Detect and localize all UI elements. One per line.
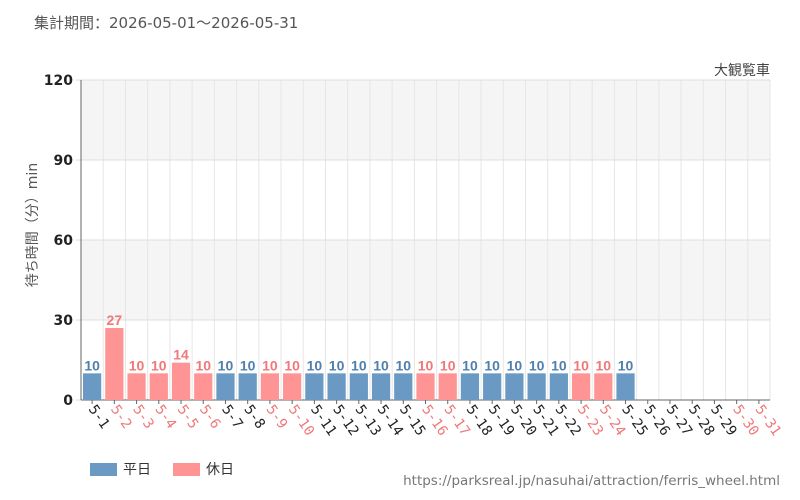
data-label: 10 — [462, 357, 478, 373]
source-url[interactable]: https://parksreal.jp/nasuhai/attraction/… — [403, 473, 780, 489]
x-tick-label: 5-1 — [85, 402, 113, 432]
plot-band — [81, 80, 770, 160]
data-label: 10 — [329, 357, 345, 373]
legend-item-weekday: 平日 — [90, 459, 151, 479]
bar — [194, 373, 213, 400]
bar — [149, 373, 168, 400]
bar — [105, 328, 124, 400]
x-tick-label: 5-3 — [129, 402, 157, 432]
data-label: 10 — [307, 357, 323, 373]
data-label: 10 — [529, 357, 545, 373]
data-label: 10 — [351, 357, 367, 373]
bar — [171, 362, 191, 400]
legend: 平日 休日 — [90, 459, 256, 479]
data-label: 10 — [573, 357, 589, 373]
y-tick-labels: 0 30 60 90 120 — [44, 73, 73, 409]
bar — [238, 373, 257, 400]
value-labels: 10 27 10 10 14 10 10 10 10 10 10 10 10 10 10 10 10 10 10 10… — [84, 312, 633, 373]
data-label: 10 — [418, 357, 434, 373]
data-label: 14 — [173, 347, 189, 363]
bar — [571, 373, 591, 400]
bar — [83, 373, 102, 400]
plot-band — [81, 240, 770, 320]
data-label: 10 — [195, 357, 211, 373]
bar — [594, 373, 613, 400]
bar — [283, 373, 302, 400]
data-label: 10 — [262, 357, 278, 373]
x-tick-label: 5-8 — [240, 402, 268, 432]
bar — [438, 373, 457, 400]
bar — [527, 373, 546, 400]
grid-lines — [76, 79, 771, 401]
y-tick-label: 90 — [54, 153, 74, 169]
x-tick-label: 5-9 — [263, 402, 291, 432]
data-label: 10 — [84, 357, 100, 373]
y-tick-label: 120 — [44, 73, 73, 89]
data-label: 10 — [284, 357, 300, 373]
bar — [305, 373, 324, 400]
data-label: 10 — [507, 357, 523, 373]
bars — [83, 328, 635, 400]
x-tick-label: 5-2 — [107, 402, 135, 432]
attraction-name: 大観覧車 — [714, 63, 770, 79]
legend-item-holiday: 休日 — [173, 459, 234, 479]
y-tick-label: 60 — [54, 233, 74, 249]
data-label: 10 — [240, 357, 256, 373]
x-tick-label: 5-7 — [218, 402, 246, 432]
data-label: 10 — [596, 357, 612, 373]
bar — [416, 373, 435, 400]
data-label: 10 — [484, 357, 500, 373]
bar — [327, 373, 346, 400]
bar — [349, 373, 368, 400]
data-label: 10 — [151, 357, 167, 373]
bar — [483, 373, 502, 400]
data-label: 10 — [373, 357, 389, 373]
data-label: 10 — [218, 357, 234, 373]
data-label: 27 — [107, 312, 123, 328]
bar — [460, 373, 480, 400]
data-label: 10 — [440, 357, 456, 373]
period-label: 集計期間：2026-05-01～2026-05-31 — [34, 14, 299, 32]
legend-swatch-weekday — [90, 462, 117, 476]
legend-swatch-holiday — [173, 462, 200, 476]
y-tick-label: 0 — [63, 393, 73, 409]
legend-label-weekday: 平日 — [123, 462, 151, 478]
data-label: 10 — [551, 357, 567, 373]
x-tick-label: 5-6 — [196, 402, 224, 432]
plot-band — [81, 160, 770, 240]
legend-label-holiday: 休日 — [206, 462, 234, 478]
bar — [616, 373, 635, 400]
data-label: 10 — [129, 357, 145, 373]
bar — [371, 373, 391, 400]
x-tick-label: 5-4 — [152, 402, 180, 432]
data-label: 10 — [395, 357, 411, 373]
x-tick-label: 5-5 — [174, 402, 202, 432]
y-axis-label: 待ち時間（分）min — [25, 163, 41, 287]
y-tick-label: 30 — [54, 313, 74, 329]
bar — [127, 373, 146, 400]
bar — [505, 373, 524, 400]
data-label: 10 — [618, 357, 634, 373]
x-tick-labels: 5-15-25-35-45-55-65-75-85-95-105-115-125… — [85, 402, 784, 439]
bar — [260, 373, 280, 400]
bar — [216, 373, 235, 400]
bar — [394, 373, 413, 400]
bar — [549, 373, 568, 400]
